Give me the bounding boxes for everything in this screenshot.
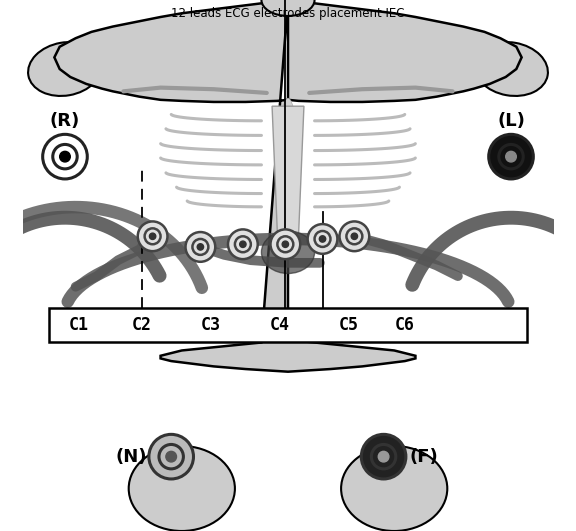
Circle shape (278, 236, 293, 252)
Circle shape (145, 228, 161, 244)
Ellipse shape (28, 42, 102, 96)
Ellipse shape (341, 446, 448, 531)
Text: C5: C5 (339, 316, 359, 334)
Circle shape (488, 134, 533, 179)
Circle shape (361, 434, 406, 479)
Ellipse shape (262, 231, 314, 273)
Polygon shape (54, 0, 522, 372)
Ellipse shape (262, 0, 314, 16)
Circle shape (351, 233, 358, 239)
Polygon shape (272, 106, 304, 234)
Circle shape (339, 221, 369, 251)
Circle shape (372, 444, 396, 469)
Circle shape (346, 228, 362, 244)
Text: (F): (F) (409, 448, 438, 466)
Text: (L): (L) (497, 112, 525, 130)
Circle shape (43, 134, 88, 179)
Circle shape (159, 444, 183, 469)
Circle shape (149, 434, 194, 479)
Circle shape (166, 451, 176, 462)
Circle shape (138, 221, 168, 251)
Text: C1: C1 (68, 316, 88, 334)
Circle shape (53, 144, 77, 169)
Circle shape (197, 244, 203, 250)
Circle shape (282, 241, 289, 247)
Circle shape (271, 229, 300, 259)
Circle shape (319, 236, 325, 242)
Text: C4: C4 (270, 316, 290, 334)
Circle shape (235, 236, 251, 252)
Circle shape (149, 233, 156, 239)
Ellipse shape (278, 98, 298, 236)
Circle shape (192, 239, 209, 255)
Text: C2: C2 (132, 316, 152, 334)
Text: 12 leads ECG electrodes placement IEC: 12 leads ECG electrodes placement IEC (171, 7, 405, 20)
Circle shape (499, 144, 523, 169)
Text: C3: C3 (201, 316, 221, 334)
Ellipse shape (474, 42, 548, 96)
Circle shape (60, 151, 70, 162)
Circle shape (506, 151, 516, 162)
Circle shape (308, 224, 338, 254)
Circle shape (228, 229, 257, 259)
Circle shape (378, 451, 389, 462)
Text: (R): (R) (50, 112, 80, 130)
Text: C6: C6 (395, 316, 415, 334)
Circle shape (185, 232, 215, 262)
Text: (N): (N) (116, 448, 147, 466)
Bar (49, 308, 527, 342)
Ellipse shape (128, 446, 235, 531)
Circle shape (240, 241, 246, 247)
Circle shape (314, 231, 331, 247)
